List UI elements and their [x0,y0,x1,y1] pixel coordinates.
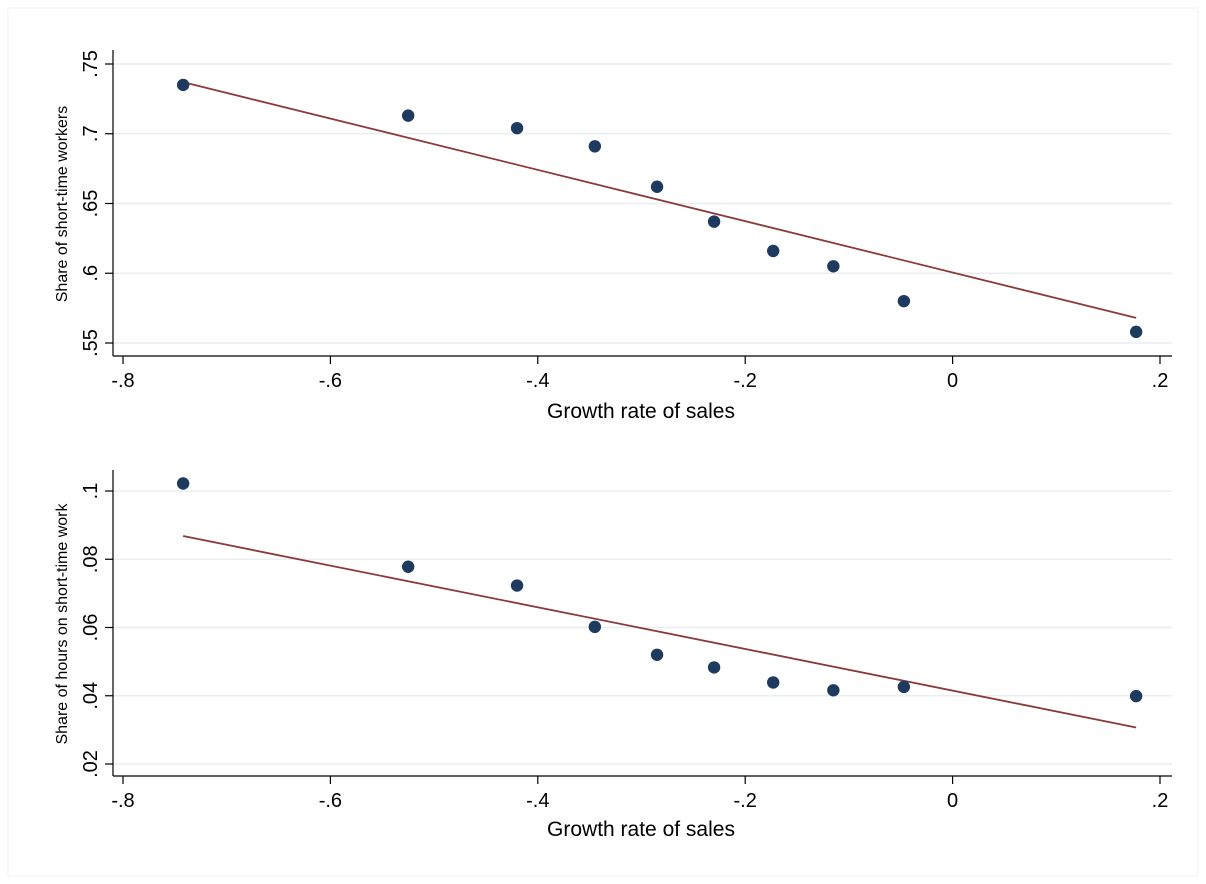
panel-2-data-point [588,620,602,634]
panel-2-data-point [827,684,840,697]
panel-1-x-ticks: -.8 -.6 -.4 -.2 0 .2 [111,356,1168,392]
panel-1-y-tick-label: .65 [80,190,102,218]
panel-1-data-point [827,260,840,273]
panel-1-y-tick-label: .6 [80,265,102,282]
panel-2-x-tick-label: 0 [947,790,958,812]
panel-1-y-axis-title: Share of short-time workers [54,106,71,303]
panel-1-fit-line [182,81,1137,319]
panel-1-data-point [897,294,911,308]
panel-2-data-point [401,560,415,573]
panel-1-y-tick-label: .75 [80,50,102,78]
panel-1-gridlines [113,63,1172,344]
panel-1-data-point [510,121,524,135]
figure-frame [7,7,1199,877]
panel-2-data-point [707,661,721,674]
panel-2-x-tick-label: .2 [1152,790,1169,812]
panel-2-x-tick-label: -.8 [111,790,134,812]
panel-2-fit-line [182,535,1137,729]
panel-1-x-tick-label: -.2 [734,370,757,392]
panel-2-gridlines [113,490,1172,765]
panel-2: -.8 -.6 -.4 -.2 0 .2 .02 .04 .06 .08 .1 Growth ra… [54,470,1172,841]
panel-1-data-point [176,78,190,92]
panel-2-y-tick-label: .04 [80,682,102,710]
panel-1-data-point [401,109,415,122]
panel-2-data-point [510,579,524,592]
panel-2-x-ticks: -.8 -.6 -.4 -.2 0 .2 [111,776,1168,812]
panel-1-y-tick-label: .55 [80,329,102,357]
panel-2-data-point [766,676,780,689]
panel-2-y-tick-label: .1 [80,483,102,500]
panel-2-data-point [1129,689,1143,703]
panel-1-x-axis-title: Growth rate of sales [547,400,735,423]
panel-1-x-tick-label: .2 [1152,370,1169,392]
panel-1-data-point [588,140,602,153]
panel-1-data-point [707,215,721,228]
panel-1-fit-line-group [182,81,1137,319]
panel-1-x-tick-label: -.8 [111,370,134,392]
panel-1-y-tick-label: .7 [80,125,102,142]
panel-1: -.8 -.6 -.4 -.2 0 .2 .55 .6 .65 .7 .75 Growth rat… [54,50,1172,423]
panel-1-points [176,78,1143,339]
panel-1-x-tick-label: -.4 [526,370,549,392]
panel-2-x-tick-label: -.6 [319,790,342,812]
panel-2-x-tick-label: -.4 [526,790,549,812]
panel-2-y-axis-title: Share of hours on short-time work [54,503,71,745]
panel-2-y-tick-label: .06 [80,614,102,642]
panel-2-y-tick-label: .08 [80,545,102,573]
panel-2-y-tick-label: .02 [80,750,102,778]
panel-2-y-ticks: .02 .04 .06 .08 .1 [80,483,113,778]
panel-2-data-point [176,477,190,490]
panel-2-data-point [897,680,911,694]
panel-2-x-axis-title: Growth rate of sales [547,818,735,841]
panel-2-fit-line-group [182,535,1137,729]
panel-1-data-point [766,244,780,258]
panel-1-y-ticks: .55 .6 .65 .7 .75 [80,50,113,357]
panel-1-x-tick-label: 0 [947,370,958,392]
panel-1-x-tick-label: -.6 [319,370,342,392]
panel-2-x-tick-label: -.2 [734,790,757,812]
panel-2-data-point [650,648,664,661]
panel-1-data-point [1129,325,1143,339]
panel-1-data-point [650,180,664,193]
panel-2-points [176,477,1143,703]
